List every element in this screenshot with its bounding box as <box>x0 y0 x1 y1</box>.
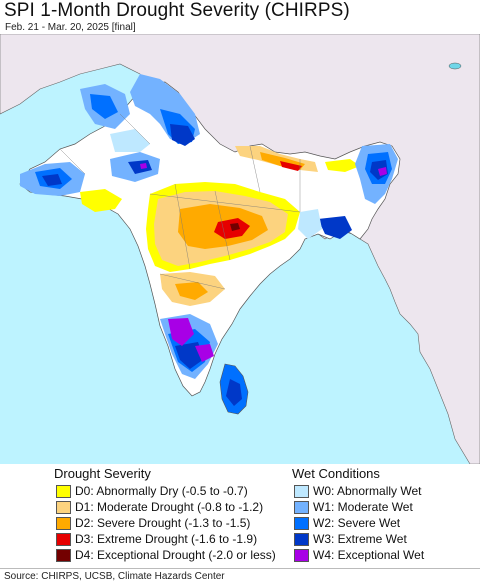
legend-item-w1: W1: Moderate Wet <box>294 500 413 514</box>
map-subtitle: Feb. 21 - Mar. 20, 2025 [final] <box>5 22 136 33</box>
wet-w4-sindh <box>140 163 147 169</box>
legend-item-w3: W3: Extreme Wet <box>294 532 407 546</box>
sri-lanka-w3 <box>226 379 242 406</box>
drought-d4-central <box>230 223 240 231</box>
wet-w4-south <box>168 318 194 346</box>
legend-swatch-w1 <box>294 500 309 514</box>
wet-w4-south-2 <box>195 344 214 362</box>
drought-d0-gujarat <box>80 189 122 212</box>
legend-item-d2: D2: Severe Drought (-1.3 to -1.5) <box>56 516 250 530</box>
legend-label-w2: W2: Severe Wet <box>313 516 401 530</box>
state-borders <box>59 113 301 290</box>
wet-w0-north <box>110 129 150 152</box>
legend-label-w4: W4: Exceptional Wet <box>313 548 425 562</box>
legend-label-w1: W1: Moderate Wet <box>313 500 413 514</box>
legend-label-w0: W0: Abnormally Wet <box>313 484 422 498</box>
wet-w3-west <box>42 174 62 186</box>
legend-swatch-w4 <box>294 548 309 562</box>
wet-w3-kashmir <box>170 124 195 146</box>
legend-swatch-d2 <box>56 516 71 530</box>
footer-divider <box>0 568 480 569</box>
map-title: SPI 1-Month Drought Severity (CHIRPS) <box>4 0 350 21</box>
wet-w2-afghan <box>90 94 118 119</box>
legend-label-d3: D3: Extreme Drought (-1.6 to -1.9) <box>75 532 258 546</box>
drought-d3-nepal <box>280 161 302 171</box>
legend-item-w2: W2: Severe Wet <box>294 516 400 530</box>
legend-swatch-w2 <box>294 516 309 530</box>
legend-swatch-d4 <box>56 548 71 562</box>
drought-legend-heading: Drought Severity <box>54 466 151 481</box>
legend-swatch-w3 <box>294 532 309 546</box>
lake-marker <box>448 62 462 70</box>
legend-label-d2: D2: Severe Drought (-1.3 to -1.5) <box>75 516 251 530</box>
legend-label-d1: D1: Moderate Drought (-0.8 to -1.2) <box>75 500 264 514</box>
legend-swatch-d0 <box>56 484 71 498</box>
wet-w1-east <box>298 209 322 239</box>
legend-item-d1: D1: Moderate Drought (-0.8 to -1.2) <box>56 500 263 514</box>
drought-d2-south <box>175 282 208 300</box>
legend-item-w4: W4: Exceptional Wet <box>294 548 424 562</box>
legend-label-w3: W3: Extreme Wet <box>313 532 407 546</box>
drought-map <box>0 34 480 464</box>
legend-swatch-d3 <box>56 532 71 546</box>
legend-swatch-w0 <box>294 484 309 498</box>
legend-label-d4: D4: Exceptional Drought (-2.0 or less) <box>75 548 276 562</box>
land-outside <box>0 34 480 464</box>
legend-label-d0: D0: Abnormally Dry (-0.5 to -0.7) <box>75 484 248 498</box>
legend-item-w0: W0: Abnormally Wet <box>294 484 421 498</box>
legend-swatch-d1 <box>56 500 71 514</box>
legend-item-d4: D4: Exceptional Drought (-2.0 or less) <box>56 548 276 562</box>
wet-legend-heading: Wet Conditions <box>292 466 380 481</box>
legend-item-d3: D3: Extreme Drought (-1.6 to -1.9) <box>56 532 257 546</box>
wet-w4-ne <box>378 167 387 176</box>
legend-item-d0: D0: Abnormally Dry (-0.5 to -0.7) <box>56 484 248 498</box>
wet-w3-bangladesh <box>318 216 352 239</box>
drought-d0-bhutan <box>325 159 360 172</box>
source-credit: Source: CHIRPS, UCSB, Climate Hazards Ce… <box>4 571 225 582</box>
